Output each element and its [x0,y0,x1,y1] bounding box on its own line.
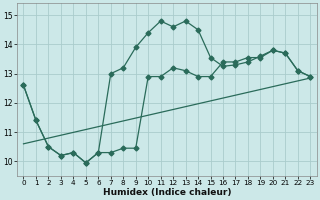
X-axis label: Humidex (Indice chaleur): Humidex (Indice chaleur) [103,188,231,197]
